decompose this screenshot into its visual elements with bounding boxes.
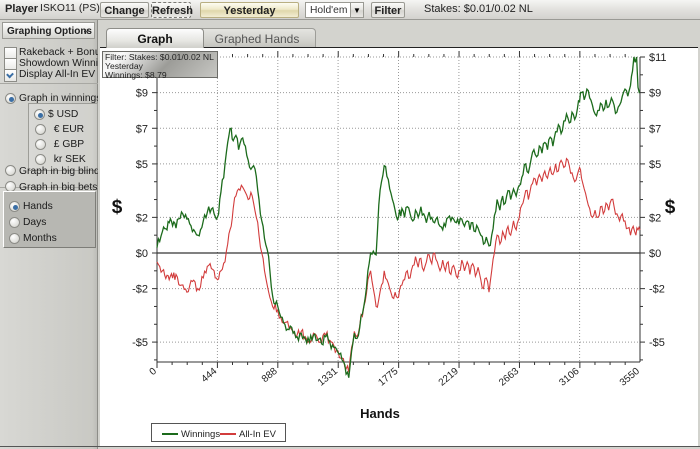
svg-text:$2: $2: [649, 212, 661, 224]
svg-text:$: $: [112, 197, 123, 218]
svg-text:$: $: [665, 197, 676, 218]
svg-text:$9: $9: [649, 88, 661, 100]
svg-text:-$5: -$5: [649, 337, 665, 349]
svg-text:-$2: -$2: [649, 284, 665, 296]
svg-text:$0: $0: [136, 248, 148, 260]
svg-text:888: 888: [260, 366, 280, 385]
svg-text:$7: $7: [649, 123, 661, 135]
svg-text:444: 444: [199, 366, 219, 385]
svg-text:$0: $0: [649, 248, 661, 260]
svg-text:$9: $9: [136, 88, 148, 100]
svg-text:0: 0: [148, 366, 160, 378]
svg-text:$11: $11: [649, 52, 667, 64]
svg-text:$5: $5: [136, 159, 148, 171]
svg-text:3106: 3106: [557, 366, 581, 389]
svg-text:1775: 1775: [376, 366, 400, 389]
svg-text:3550: 3550: [618, 366, 642, 389]
svg-text:-$2: -$2: [132, 284, 148, 296]
svg-text:$2: $2: [136, 212, 148, 224]
svg-text:1331: 1331: [316, 366, 340, 389]
svg-text:$5: $5: [649, 159, 661, 171]
svg-text:$7: $7: [136, 123, 148, 135]
svg-text:2219: 2219: [437, 366, 461, 389]
svg-text:2663: 2663: [497, 366, 521, 389]
svg-text:-$5: -$5: [132, 337, 148, 349]
